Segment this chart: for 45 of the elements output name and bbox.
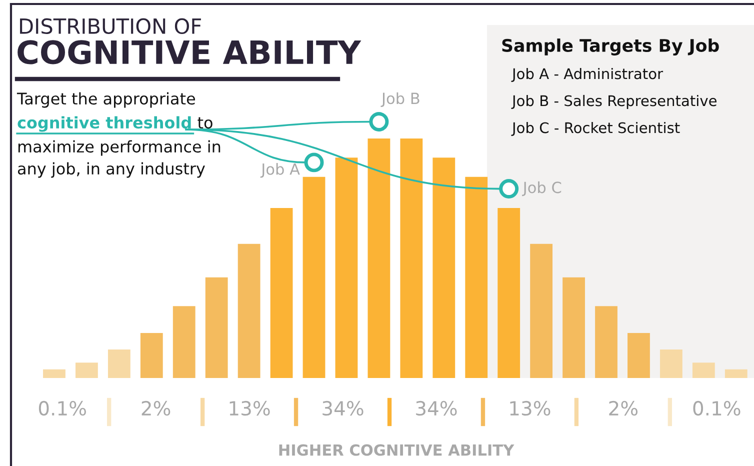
text: 2% — [609, 400, 638, 416]
bar — [238, 244, 260, 378]
chart-subtitle: COGNITIVE ABILITY — [18, 40, 362, 64]
bar — [628, 332, 650, 378]
bar — [335, 158, 358, 378]
bar — [724, 369, 748, 378]
bar — [660, 350, 682, 378]
annotation: any job, in any industry — [18, 162, 205, 178]
x-axis-title: HIGHER COGNITIVE ABILITY — [279, 444, 514, 456]
text: 2% — [142, 400, 170, 416]
bar — [43, 369, 66, 378]
bar — [140, 332, 163, 378]
text: 34% — [416, 400, 457, 416]
bar — [108, 350, 130, 378]
text: Job B — [380, 92, 420, 108]
bar — [205, 277, 228, 378]
text: 0.1% — [38, 400, 86, 416]
text: 13% — [510, 400, 550, 416]
text: 0.1% — [693, 400, 740, 416]
bar — [498, 208, 520, 378]
text: 34% — [322, 400, 364, 416]
bar — [400, 138, 423, 378]
chart-title: DISTRIBUTION OF — [20, 18, 201, 34]
text: 13% — [230, 400, 270, 416]
bar — [595, 306, 618, 378]
text: Job B - Sales Representative — [511, 94, 717, 110]
bar — [562, 277, 585, 378]
text: Target the appropriate — [16, 92, 196, 108]
bar — [692, 362, 715, 378]
bar — [172, 306, 196, 378]
text: cognitive threshold — [18, 116, 191, 132]
annotation: maximize performance in — [18, 140, 220, 156]
text: Job A - Administrator — [511, 68, 664, 82]
text: to — [198, 117, 212, 129]
bar — [530, 244, 553, 378]
bar — [302, 176, 326, 378]
annotation: Job C — [522, 181, 562, 196]
text: Job C - Rocket Scientist — [511, 122, 680, 136]
bar — [368, 138, 390, 378]
bar — [76, 362, 98, 378]
bar — [270, 208, 293, 378]
bar — [432, 158, 456, 378]
text: Sample Targets By Job — [502, 38, 719, 56]
annotation: Job A — [260, 163, 300, 178]
bar — [465, 176, 488, 378]
